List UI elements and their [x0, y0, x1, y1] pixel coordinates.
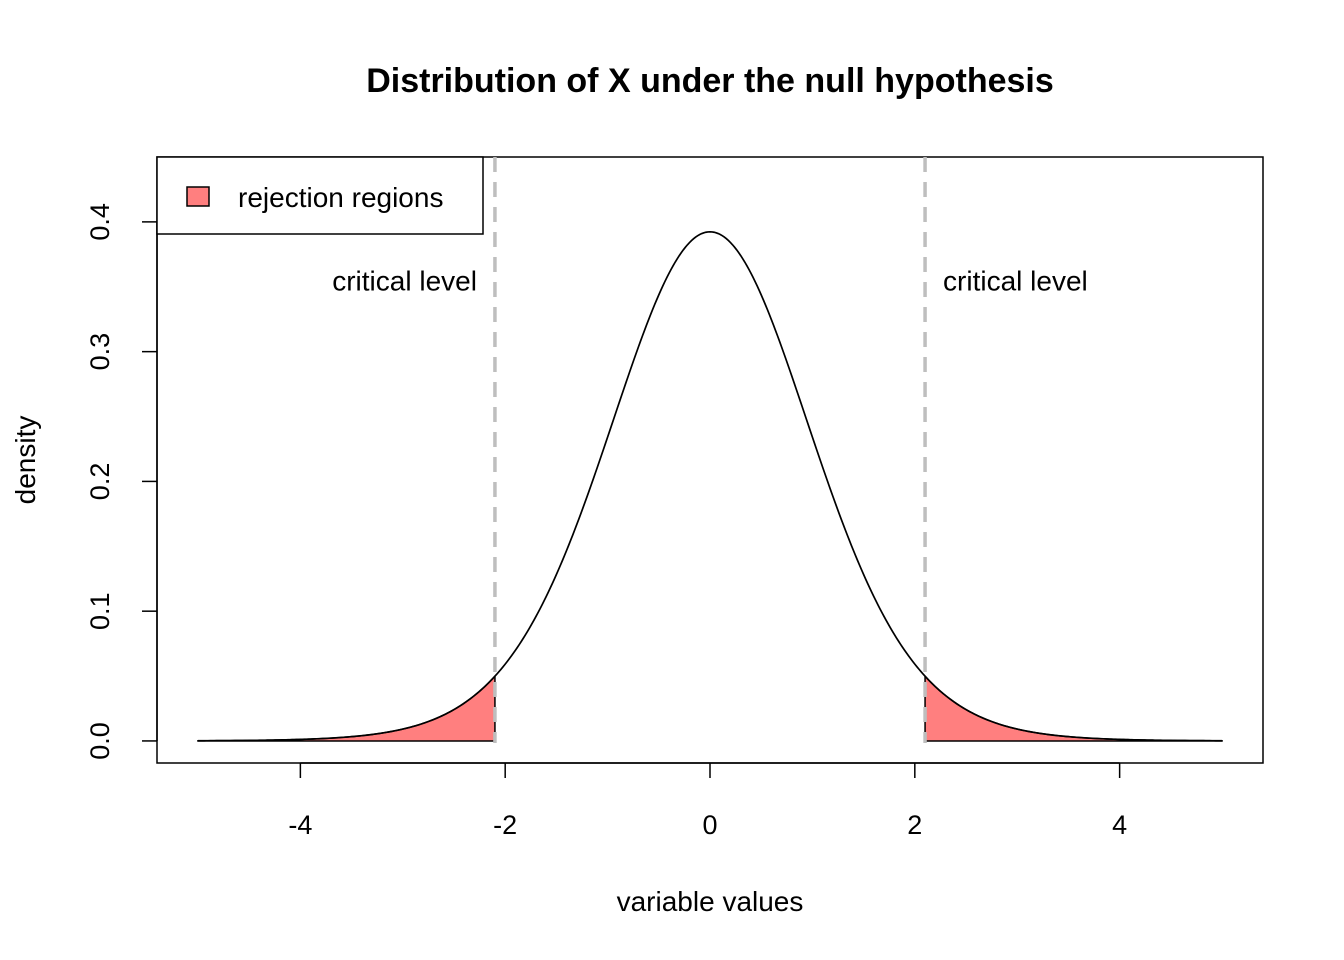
x-tick-label: -2 [493, 810, 517, 840]
x-tick-label: 2 [907, 810, 922, 840]
y-axis-label: density [10, 416, 41, 505]
y-tick-label: 0.2 [85, 463, 115, 501]
y-tick-label: 0.0 [85, 722, 115, 760]
y-tick-label: 0.1 [85, 592, 115, 630]
y-tick-label: 0.4 [85, 203, 115, 241]
critical-level-label-right: critical level [943, 265, 1088, 296]
x-tick-label: 4 [1112, 810, 1127, 840]
plot-area: critical level critical level -4 -2 0 2 4 0.0 0.… [85, 156, 1264, 840]
chart-title: Distribution of X under the null hypothe… [366, 62, 1054, 100]
x-axis-label: variable values [617, 886, 804, 917]
legend-swatch [186, 186, 210, 207]
rejection-region-left [197, 674, 496, 742]
y-tick-label: 0.3 [85, 333, 115, 371]
x-tick-label: 0 [702, 810, 717, 840]
plot-frame [156, 156, 1264, 764]
legend-box [156, 156, 484, 235]
density-curve [197, 230, 1223, 742]
legend-label: rejection regions [238, 182, 443, 213]
rejection-region-right [924, 674, 1223, 742]
legend: rejection regions [156, 156, 484, 235]
x-tick-label: -4 [288, 810, 312, 840]
critical-level-label-left: critical level [332, 265, 477, 296]
